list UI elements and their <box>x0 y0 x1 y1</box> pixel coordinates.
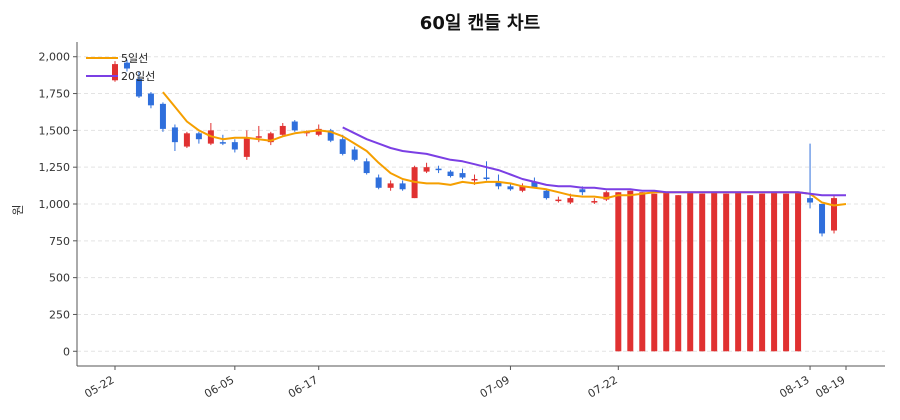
candle-body <box>363 161 370 174</box>
legend-label-ma20: 20일선 <box>121 69 155 83</box>
candle-body <box>831 198 838 231</box>
candle-body <box>543 190 550 199</box>
candle-body <box>159 103 166 129</box>
candle-body <box>279 125 286 135</box>
y-tick-label: 500 <box>49 272 70 285</box>
candle-body <box>663 192 670 352</box>
candle-body <box>675 195 682 352</box>
plot-frame <box>76 42 885 367</box>
candle-body <box>399 183 406 190</box>
candle-body <box>267 133 274 143</box>
candle-body <box>435 168 442 171</box>
candle-body <box>627 190 634 352</box>
candle-body <box>555 199 562 202</box>
candle-body <box>112 64 118 81</box>
candle-body <box>639 192 646 352</box>
y-tick-label: 2,000 <box>39 51 71 64</box>
candle-body <box>591 201 598 203</box>
candle-body <box>387 183 394 188</box>
y-axis: 0 250 500 750 1,000 1,250 1,500 1,750 2,000 <box>39 51 77 358</box>
candle-body <box>531 181 538 188</box>
x-tick-label: 06-05 <box>202 373 236 400</box>
y-tick-label: 750 <box>49 235 70 248</box>
candle-body <box>759 193 766 352</box>
candle-body <box>603 192 610 200</box>
candle-body <box>687 192 694 352</box>
candle-body <box>771 192 778 352</box>
candle-body <box>183 133 190 147</box>
legend-label-ma5: 5일선 <box>121 51 148 65</box>
candle-body <box>735 192 742 352</box>
candle-body <box>699 193 706 352</box>
candle-body <box>147 93 154 106</box>
x-tick-label: 07-09 <box>478 373 512 400</box>
candle-body <box>447 171 454 177</box>
x-tick-label: 08-19 <box>813 373 847 400</box>
y-tick-label: 250 <box>49 308 70 321</box>
candle-body <box>747 195 754 352</box>
candle-body <box>219 142 226 144</box>
candle-body <box>171 127 178 143</box>
y-tick-label: 1,000 <box>39 198 71 211</box>
candles <box>112 59 838 352</box>
candle-body <box>327 130 334 141</box>
candle-body <box>723 193 730 352</box>
y-tick-label: 1,750 <box>39 88 71 101</box>
x-axis: 05-22 06-05 06-17 07-09 07-22 08-13 08-19 <box>82 366 848 401</box>
candle-body <box>231 142 238 150</box>
x-tick-label: 05-22 <box>82 373 116 400</box>
candle-body <box>795 192 802 352</box>
candle-body <box>579 189 586 193</box>
candle-body <box>339 139 346 154</box>
candle-body <box>819 204 826 234</box>
candle-body <box>255 136 262 138</box>
candle-body <box>807 198 814 203</box>
moving-averages <box>162 91 847 207</box>
candle-body <box>483 177 490 179</box>
candle-body <box>567 198 574 203</box>
x-tick-label: 08-13 <box>777 373 811 400</box>
y-tick-label: 1,500 <box>39 124 71 137</box>
x-tick-label: 06-17 <box>286 373 320 400</box>
legend: 5일선 20일선 <box>86 51 155 83</box>
candle-body <box>651 193 658 352</box>
candle-body <box>471 178 478 181</box>
x-tick-label: 07-22 <box>586 373 620 400</box>
chart-title: 60일 캔들 차트 <box>420 13 540 34</box>
y-tick-label: 0 <box>63 345 70 358</box>
candle-body <box>291 121 298 131</box>
candle-body <box>615 192 622 352</box>
candle-body <box>135 78 142 97</box>
candle-body <box>375 177 382 188</box>
ma20-line <box>342 126 846 197</box>
y-axis-label: 원 <box>11 204 25 215</box>
candle-body <box>315 128 322 135</box>
ma5-line <box>162 91 847 207</box>
candle-body <box>243 137 250 157</box>
candle-body <box>711 192 718 352</box>
candle-body <box>519 186 526 191</box>
candle-body <box>459 173 466 178</box>
candle-body <box>351 149 358 160</box>
candle-body <box>423 167 430 172</box>
candle-body <box>123 62 130 69</box>
candle-body <box>507 186 514 190</box>
candle-body <box>195 133 202 140</box>
candle-body <box>495 181 502 187</box>
y-tick-label: 1,250 <box>39 161 71 174</box>
candle-body <box>783 193 790 352</box>
